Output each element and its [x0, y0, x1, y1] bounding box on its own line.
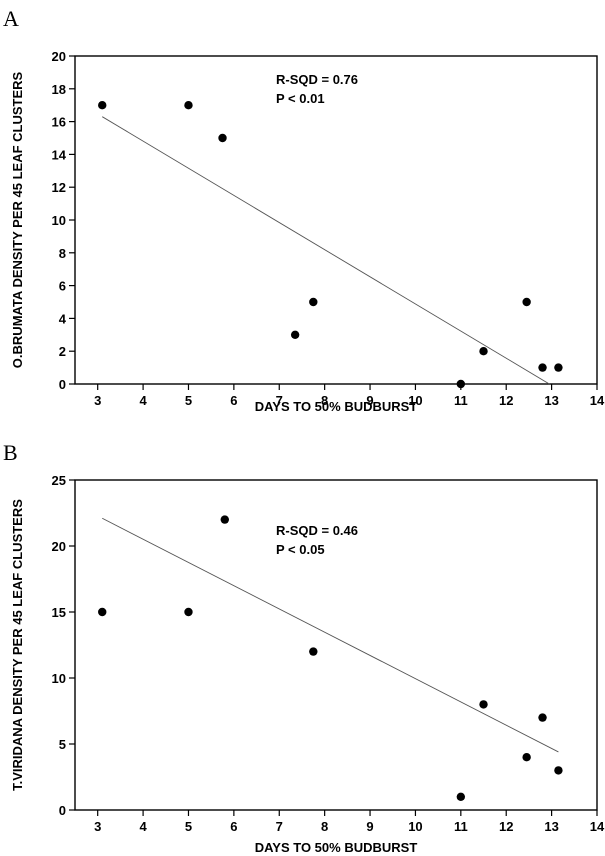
x-tick-label: 6 [230, 393, 237, 408]
y-tick-label: 10 [52, 213, 66, 228]
x-tick-label: 14 [590, 393, 605, 408]
y-tick-label: 6 [59, 279, 66, 294]
stat-annotation: P < 0.01 [276, 91, 325, 106]
y-tick-label: 12 [52, 180, 66, 195]
data-point [522, 753, 531, 762]
x-axis-title: DAYS TO 50% BUDBURST [255, 399, 418, 414]
data-point [479, 347, 488, 356]
data-point [538, 363, 547, 372]
data-point [184, 607, 193, 617]
data-point [309, 297, 318, 307]
y-axis-title: T.VIRIDANA DENSITY PER 45 LEAF CLUSTERS [10, 499, 25, 791]
data-point [456, 792, 466, 801]
x-tick-label: 7 [276, 819, 283, 834]
x-tick-label: 12 [499, 393, 513, 408]
y-tick-label: 2 [59, 344, 66, 359]
y-tick-label: 8 [59, 246, 66, 261]
x-tick-label: 9 [366, 819, 373, 834]
y-tick-label: 18 [52, 82, 66, 97]
y-tick-label: 20 [52, 49, 66, 64]
x-tick-label: 9 [366, 393, 373, 408]
data-point [309, 647, 318, 656]
y-tick-label: 15 [52, 605, 66, 620]
x-tick-label: 7 [276, 393, 283, 408]
x-tick-label: 12 [499, 819, 513, 834]
y-axis-title: O.BRUMATA DENSITY PER 45 LEAF CLUSTERS [10, 71, 25, 368]
y-tick-label: 14 [52, 147, 67, 162]
data-point [522, 297, 531, 307]
data-point [290, 330, 300, 339]
x-tick-label: 3 [94, 819, 101, 834]
regression-line [102, 116, 550, 385]
y-tick-label: 0 [59, 803, 66, 818]
x-tick-label: 8 [321, 393, 328, 408]
data-point [554, 363, 563, 372]
x-tick-label: 4 [139, 393, 147, 408]
x-tick-label: 8 [321, 819, 328, 834]
data-point [456, 379, 466, 389]
stat-annotation: P < 0.05 [276, 542, 325, 557]
x-tick-label: 10 [408, 393, 422, 408]
plot-frame [74, 55, 598, 385]
x-tick-label: 5 [185, 819, 192, 834]
x-tick-label: 6 [230, 819, 237, 834]
data-point [538, 713, 547, 722]
x-tick-label: 4 [139, 819, 147, 834]
regression-line [102, 517, 559, 753]
chart-panel-b: B 3 4 5 6 7 8 9 10 11 12 13 14 0 5 10 15 20 25 DAYS TO 50% … [3, 440, 605, 855]
plot-frame [74, 479, 598, 811]
panel-letter: B [3, 440, 18, 465]
y-tick-label: 16 [52, 115, 66, 130]
data-point [554, 766, 563, 775]
stat-annotation: R-SQD = 0.76 [276, 72, 358, 87]
data-point [98, 101, 107, 110]
x-tick-label: 13 [544, 393, 558, 408]
chart-panel-a: A 3 4 5 6 7 8 9 10 11 12 13 14 0 2 4 6 8 10 12 14 16 18 20 DAYS … [3, 6, 605, 414]
x-tick-label: 11 [454, 819, 468, 834]
data-point [220, 515, 229, 524]
y-tick-label: 4 [59, 311, 67, 326]
data-point [218, 133, 227, 143]
y-tick-label: 10 [52, 671, 66, 686]
x-tick-label: 3 [94, 393, 101, 408]
x-tick-label: 11 [454, 393, 468, 408]
data-point [184, 101, 193, 110]
stat-annotation: R-SQD = 0.46 [276, 523, 358, 538]
x-tick-label: 10 [408, 819, 422, 834]
y-tick-label: 0 [59, 377, 66, 392]
x-axis-title: DAYS TO 50% BUDBURST [255, 840, 418, 855]
y-tick-label: 20 [52, 539, 66, 554]
data-point [98, 607, 107, 617]
x-tick-label: 14 [590, 819, 605, 834]
x-tick-label: 5 [185, 393, 192, 408]
y-tick-label: 25 [52, 473, 66, 488]
panel-letter: A [3, 6, 19, 31]
x-tick-label: 13 [544, 819, 558, 834]
data-point [479, 700, 488, 709]
y-tick-label: 5 [59, 737, 66, 752]
